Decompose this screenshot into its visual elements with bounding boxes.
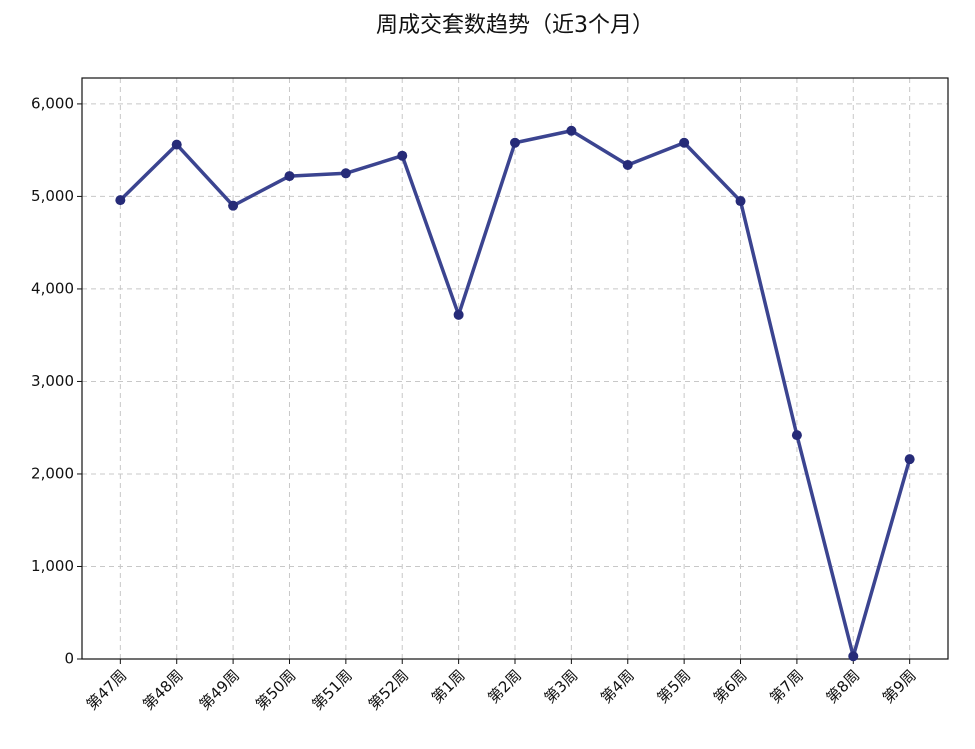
x-tick-label: 第47周 [83, 666, 130, 713]
x-tick-label: 第1周 [428, 666, 469, 707]
marker [340, 168, 351, 179]
x-tick-label: 第51周 [308, 666, 355, 713]
y-tick-label: 5,000 [31, 187, 74, 205]
x-tick-label: 第3周 [541, 666, 582, 707]
x-tick-label: 第48周 [139, 666, 186, 713]
x-tick-label: 第6周 [710, 666, 751, 707]
x-tick-label: 第52周 [365, 666, 412, 713]
y-tick-label: 6,000 [31, 94, 74, 112]
marker [679, 137, 690, 148]
y-tick-label: 3,000 [31, 372, 74, 390]
y-tick-label: 2,000 [31, 464, 74, 482]
chart-title: 周成交套数趋势（近3个月） [376, 13, 654, 38]
x-tick-label: 第8周 [823, 666, 864, 707]
marker [622, 159, 633, 170]
marker [791, 430, 802, 441]
x-tick-label: 第5周 [653, 666, 694, 707]
marker [566, 125, 577, 136]
marker [115, 195, 126, 206]
x-tick-label: 第49周 [196, 666, 243, 713]
marker [510, 137, 520, 148]
marker [284, 171, 295, 182]
marker [397, 150, 408, 161]
y-tick-label: 1,000 [31, 557, 74, 575]
marker [904, 454, 915, 465]
marker [453, 309, 464, 320]
x-tick-label: 第2周 [484, 666, 525, 707]
marker [228, 200, 239, 211]
y-tick-label: 0 [64, 650, 74, 668]
x-tick-label: 第9周 [879, 666, 920, 707]
y-tick-label: 4,000 [31, 279, 74, 297]
x-tick-label: 第7周 [766, 666, 807, 707]
grid [82, 78, 948, 660]
x-tick-label: 第4周 [597, 666, 638, 707]
marker [848, 651, 859, 662]
marker [735, 196, 746, 207]
x-tick-label: 第50周 [252, 666, 299, 713]
marker [171, 139, 182, 150]
